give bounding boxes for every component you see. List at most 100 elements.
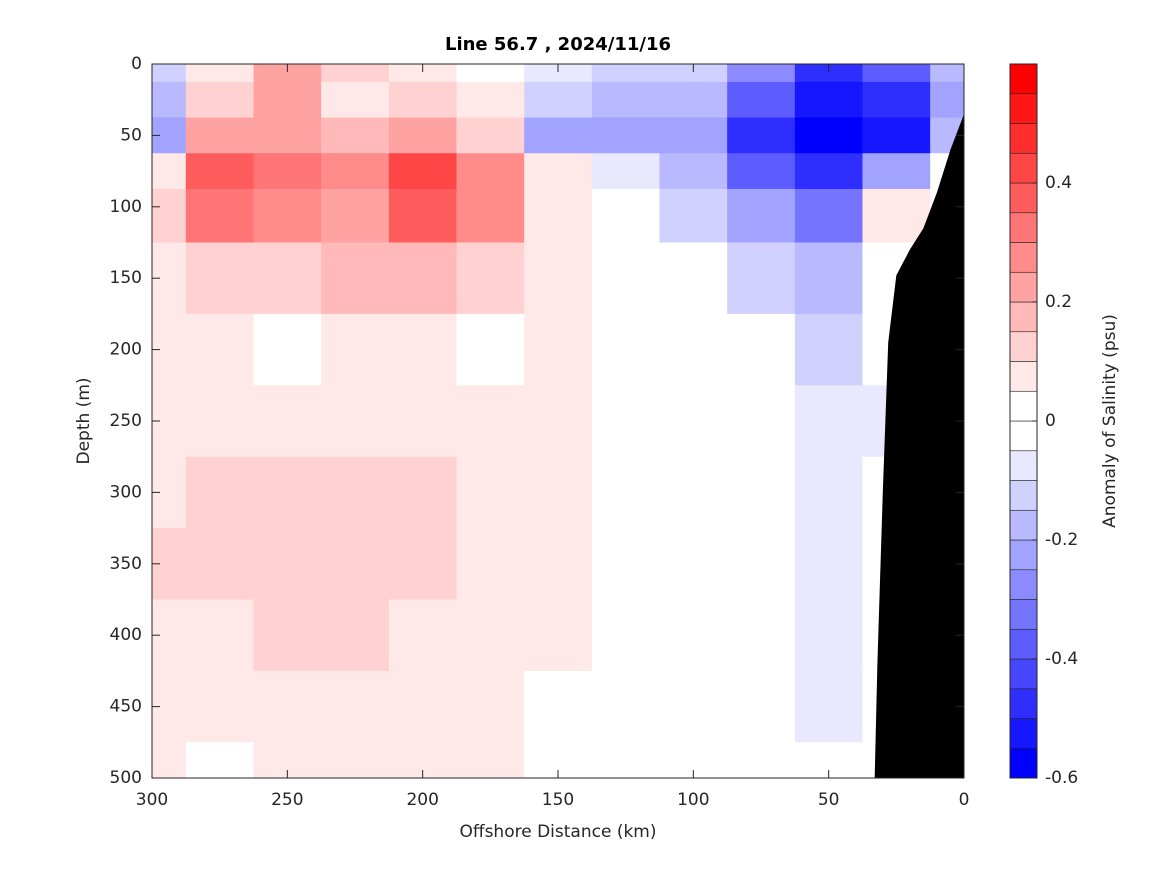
contour-cell: [185, 242, 254, 315]
contour-cell: [659, 153, 728, 190]
contour-cell: [321, 81, 390, 119]
contour-cell: [591, 153, 660, 190]
y-tick-label: 300: [110, 482, 142, 502]
colorbar-band: [1009, 212, 1038, 243]
contour-cell: [524, 599, 593, 672]
contour-cell: [591, 599, 660, 672]
colorbar-tick-label: 0: [1045, 411, 1056, 431]
y-tick-label: 500: [110, 768, 142, 788]
contour-cell: [659, 599, 728, 672]
contour-cell: [152, 153, 187, 190]
contour-cell: [185, 81, 254, 119]
contour-cell: [727, 313, 796, 386]
contour-cell: [659, 456, 728, 529]
x-tick-label: 150: [542, 790, 574, 810]
colorbar-band: [1009, 420, 1038, 452]
contour-cell: [152, 64, 187, 83]
y-tick-label: 200: [110, 340, 142, 360]
colorbar-band: [1009, 628, 1038, 660]
contour-cell: [862, 153, 931, 190]
y-tick-label: 150: [110, 268, 142, 288]
contour-cell: [524, 64, 593, 83]
y-axis-label: Depth (m): [74, 377, 94, 464]
contour-cell: [524, 385, 593, 458]
contour-cell: [524, 456, 593, 529]
contour-cell: [591, 81, 660, 119]
contour-field: [152, 64, 964, 778]
contour-cell: [456, 242, 525, 315]
contour-cell: [659, 313, 728, 386]
colorbar-tick-label: 0.2: [1045, 292, 1072, 312]
contour-cell: [185, 670, 254, 743]
x-tick-label: 50: [818, 790, 840, 810]
colorbar-tick-label: -0.4: [1045, 649, 1078, 669]
contour-cell: [253, 599, 322, 672]
y-tick-label: 0: [131, 54, 142, 74]
contour-cell: [727, 385, 796, 458]
colorbar-band: [1009, 182, 1038, 214]
contour-cell: [321, 188, 390, 243]
contour-cell: [388, 528, 457, 600]
contour-cell: [388, 81, 457, 119]
contour-cell: [727, 456, 796, 529]
contour-cell: [524, 313, 593, 386]
contour-cell: [388, 313, 457, 386]
colorbar-tick-label: 0.4: [1045, 173, 1072, 193]
contour-cell: [591, 242, 660, 315]
contour-cell: [388, 385, 457, 458]
contour-cell: [794, 153, 863, 190]
contour-cell: [321, 313, 390, 386]
y-tick-label: 50: [120, 125, 142, 145]
contour-cell: [862, 117, 931, 154]
contour-cell: [321, 670, 390, 743]
colorbar-band: [1009, 152, 1038, 184]
contour-cell: [930, 81, 964, 119]
contour-cell: [591, 528, 660, 600]
contour-cell: [794, 528, 863, 600]
y-tick-label: 350: [110, 554, 142, 574]
contour-cell: [794, 456, 863, 529]
contour-cell: [591, 64, 660, 83]
y-tick-label: 100: [110, 197, 142, 217]
colorbar-label: Anomaly of Salinity (psu): [1100, 314, 1120, 528]
contour-cell: [524, 81, 593, 119]
colorbar-band: [1009, 361, 1038, 392]
contour-cell: [794, 81, 863, 119]
contour-cell: [388, 242, 457, 315]
contour-cell: [794, 242, 863, 315]
contour-cell: [659, 117, 728, 154]
colorbar-band: [1009, 450, 1038, 481]
colorbar-band: [1009, 480, 1038, 511]
contour-cell: [185, 742, 254, 778]
contour-cell: [794, 313, 863, 386]
contour-cell: [321, 242, 390, 315]
contour-cell: [456, 456, 525, 529]
contour-cell: [321, 528, 390, 600]
contour-cell: [456, 528, 525, 600]
contour-cell: [388, 188, 457, 243]
contour-cell: [253, 64, 322, 83]
x-tick-label: 0: [959, 790, 970, 810]
contour-cell: [185, 64, 254, 83]
contour-cell: [321, 742, 390, 778]
colorbar-band: [1009, 271, 1038, 303]
contour-cell: [727, 742, 796, 778]
colorbar-band: [1009, 242, 1038, 273]
contour-cell: [794, 117, 863, 154]
colorbar-band: [1009, 539, 1038, 571]
contour-cell: [185, 528, 254, 600]
contour-cell: [591, 117, 660, 154]
contour-cell: [727, 599, 796, 672]
colorbar-band: [1009, 718, 1038, 749]
colorbar-band: [1009, 63, 1038, 95]
contour-cell: [456, 81, 525, 119]
contour-cell: [794, 599, 863, 672]
contour-cell: [794, 64, 863, 83]
x-axis-label: Offshore Distance (km): [459, 822, 656, 842]
contour-cell: [524, 117, 593, 154]
contour-cell: [321, 599, 390, 672]
contour-cell: [321, 385, 390, 458]
contour-cell: [862, 188, 931, 243]
contour-cell: [185, 117, 254, 154]
